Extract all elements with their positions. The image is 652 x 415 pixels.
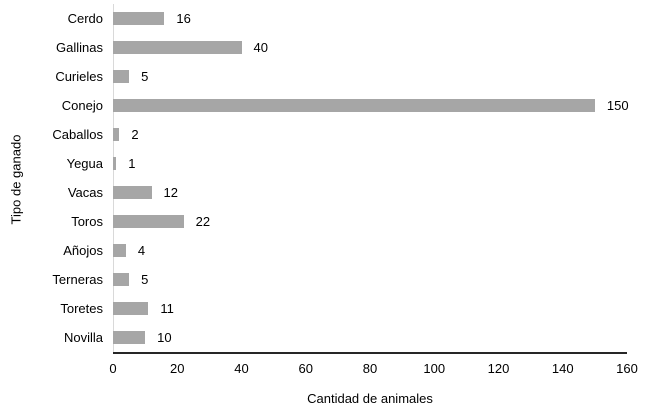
bar-track: 2 xyxy=(113,120,627,149)
bar-value-label: 16 xyxy=(176,11,191,26)
bar xyxy=(113,70,130,83)
bar-value-label: 5 xyxy=(141,69,149,84)
bar-track: 1 xyxy=(113,149,627,178)
chart-row: Toretes 11 xyxy=(0,294,652,323)
bar xyxy=(113,41,242,54)
bar-track: 22 xyxy=(113,207,627,236)
x-tick-label: 120 xyxy=(487,361,510,376)
category-label: Caballos xyxy=(52,127,103,142)
bar-value-label: 10 xyxy=(157,330,172,345)
x-tick-label: 100 xyxy=(423,361,446,376)
category-label: Novilla xyxy=(63,330,103,345)
x-tick-label: 40 xyxy=(234,361,249,376)
chart-row: Toros 22 xyxy=(0,207,652,236)
category-label: Conejo xyxy=(61,98,103,113)
x-axis-title: Cantidad de animales xyxy=(307,391,433,406)
bar-value-label: 40 xyxy=(253,40,268,55)
category-label: Añojos xyxy=(63,243,103,258)
bar xyxy=(113,186,152,199)
bar xyxy=(113,302,149,315)
bar xyxy=(113,128,120,141)
chart-row: Cerdo 16 xyxy=(0,4,652,33)
chart-row: Conejo 150 xyxy=(0,91,652,120)
bar-value-label: 2 xyxy=(131,127,139,142)
bar-track: 16 xyxy=(113,4,627,33)
bar-track: 4 xyxy=(113,236,627,265)
bar xyxy=(113,99,595,112)
bar-value-label: 11 xyxy=(160,301,174,316)
zero-baseline xyxy=(113,4,114,352)
category-label: Gallinas xyxy=(56,40,103,55)
category-label: Cerdo xyxy=(67,11,103,26)
x-axis-ticks: 0 20 40 60 80 100 120 140 160 xyxy=(109,361,637,379)
x-tick-label: 0 xyxy=(109,361,117,376)
chart-row: Yegua 1 xyxy=(0,149,652,178)
x-tick-label: 140 xyxy=(551,361,574,376)
bar xyxy=(113,157,117,170)
bar xyxy=(113,331,146,344)
category-label: Toretes xyxy=(60,301,103,316)
bar-track: 11 xyxy=(113,294,627,323)
chart-row: Curieles 5 xyxy=(0,62,652,91)
bar-track: 5 xyxy=(113,265,627,294)
bar xyxy=(113,215,184,228)
category-label: Yegua xyxy=(66,156,103,171)
bar-track: 12 xyxy=(113,178,627,207)
x-tick-label: 60 xyxy=(298,361,313,376)
bar-track: 150 xyxy=(113,91,629,120)
bar xyxy=(113,244,126,257)
bar-value-label: 1 xyxy=(128,156,136,171)
x-tick-label: 80 xyxy=(362,361,378,376)
x-axis-line xyxy=(113,352,627,354)
category-label: Curieles xyxy=(55,69,103,84)
chart-row: Novilla 10 xyxy=(0,323,652,352)
bar-value-label: 4 xyxy=(137,243,146,258)
bar-track: 10 xyxy=(113,323,627,352)
chart-row: Terneras 5 xyxy=(0,265,652,294)
category-label: Vacas xyxy=(67,185,103,200)
category-label: Toros xyxy=(71,214,103,229)
bar xyxy=(113,273,130,286)
chart-row: Añojos 4 xyxy=(0,236,652,265)
plot-area: Cerdo 16 Gallinas 40 Curieles 5 Conejo 150 Cabal… xyxy=(0,4,652,352)
chart-row: Gallinas 40 xyxy=(0,33,652,62)
chart-row: Caballos 2 xyxy=(0,120,652,149)
bar-value-label: 12 xyxy=(163,185,179,200)
bar xyxy=(113,12,165,25)
bar-value-label: 5 xyxy=(141,272,149,287)
chart-row: Vacas 12 xyxy=(0,178,652,207)
bar-value-label: 22 xyxy=(195,214,211,229)
x-tick-label: 160 xyxy=(616,361,638,376)
category-label: Terneras xyxy=(52,272,103,287)
x-tick-label: 20 xyxy=(170,361,185,376)
bar-value-label: 150 xyxy=(606,98,629,113)
bar-track: 40 xyxy=(113,33,627,62)
bar-track: 5 xyxy=(113,62,627,91)
